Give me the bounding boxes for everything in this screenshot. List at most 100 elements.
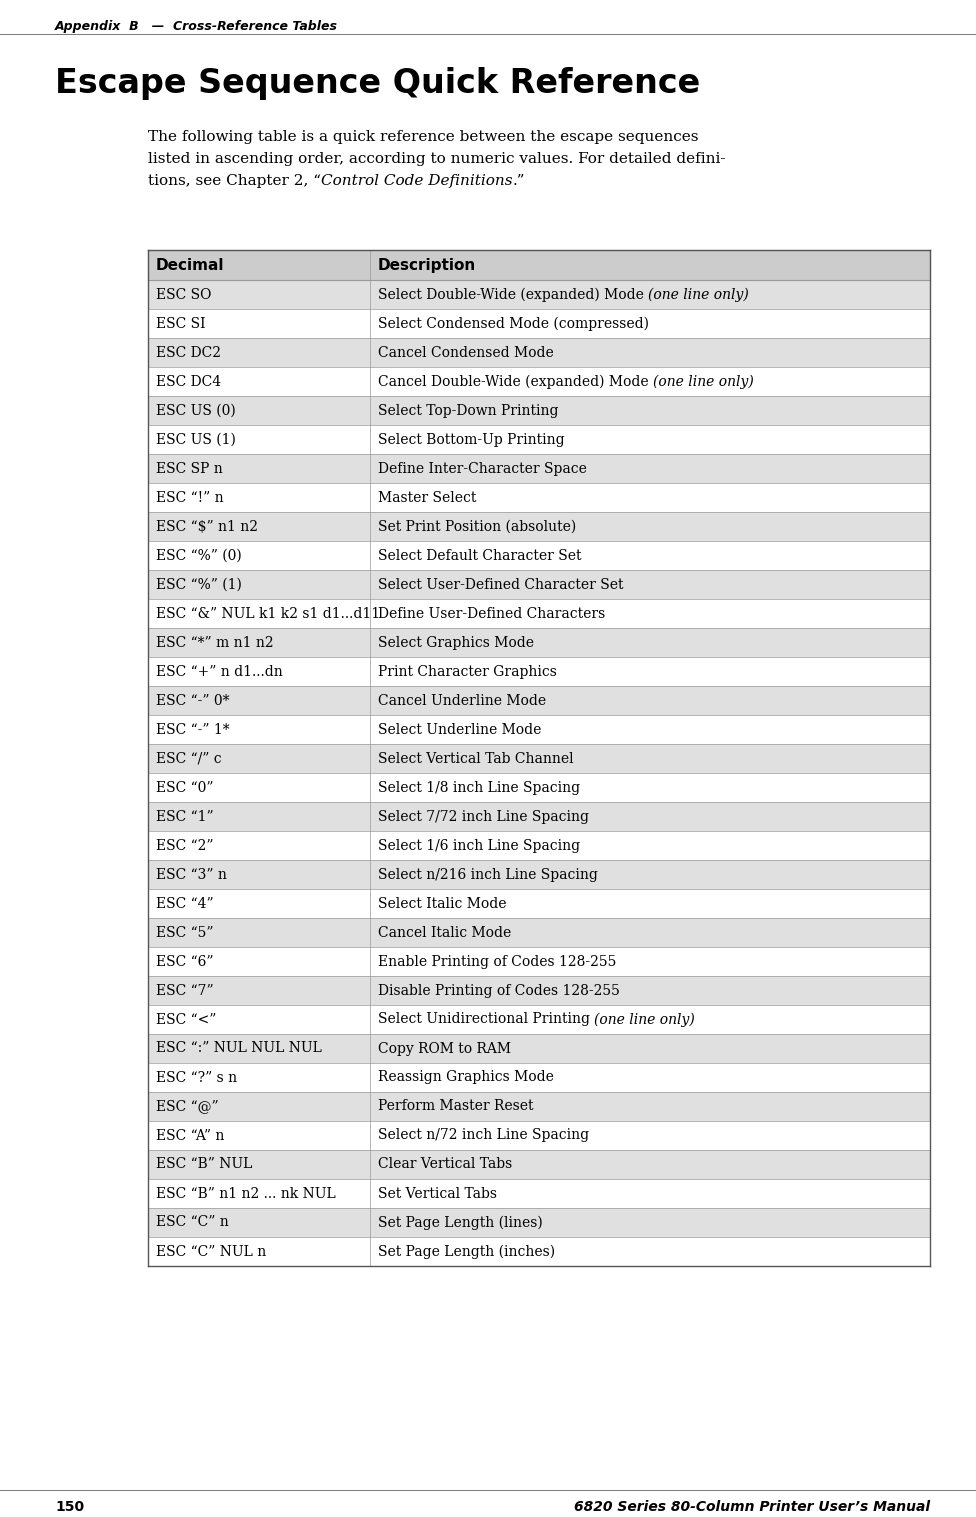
Text: Control Code Definitions: Control Code Definitions (321, 174, 512, 188)
Bar (148, 542, 930, 570)
Bar (148, 250, 930, 281)
Text: Define Inter-Character Space: Define Inter-Character Space (378, 461, 587, 475)
Text: Select User-Defined Character Set: Select User-Defined Character Set (378, 578, 624, 592)
Text: Cancel Condensed Mode: Cancel Condensed Mode (378, 346, 553, 360)
Text: ESC “2”: ESC “2” (156, 839, 214, 853)
Text: Select Italic Mode: Select Italic Mode (378, 897, 507, 910)
Text: ESC “+” n d1...dn: ESC “+” n d1...dn (156, 664, 283, 678)
Text: The following table is a quick reference between the escape sequences: The following table is a quick reference… (148, 130, 699, 144)
Text: ESC “A” n: ESC “A” n (156, 1129, 224, 1142)
Text: ESC “5”: ESC “5” (156, 925, 214, 939)
Bar (148, 975, 930, 1004)
Text: Cancel Double-Wide (expanded) Mode: Cancel Double-Wide (expanded) Mode (378, 375, 653, 388)
Text: ESC US (0): ESC US (0) (156, 404, 236, 417)
Text: Enable Printing of Codes 128-255: Enable Printing of Codes 128-255 (378, 954, 617, 968)
Text: ESC “B” NUL: ESC “B” NUL (156, 1157, 253, 1171)
Text: Clear Vertical Tabs: Clear Vertical Tabs (378, 1157, 512, 1171)
Bar (148, 1208, 930, 1236)
Bar (148, 889, 930, 918)
Text: ESC “6”: ESC “6” (156, 954, 214, 968)
Text: (one line only): (one line only) (648, 287, 749, 302)
Text: Appendix  B   —  Cross-Reference Tables: Appendix B — Cross-Reference Tables (55, 20, 338, 33)
Text: ESC “1”: ESC “1” (156, 810, 214, 824)
Bar (148, 513, 930, 542)
Text: Set Vertical Tabs: Set Vertical Tabs (378, 1186, 497, 1200)
Text: ESC “<”: ESC “<” (156, 1012, 217, 1027)
Text: Select Bottom-Up Printing: Select Bottom-Up Printing (378, 432, 565, 446)
Text: ESC “@”: ESC “@” (156, 1100, 219, 1113)
Text: Set Page Length (lines): Set Page Length (lines) (378, 1215, 543, 1230)
Text: Select 1/6 inch Line Spacing: Select 1/6 inch Line Spacing (378, 839, 580, 853)
Bar (148, 628, 930, 657)
Bar (148, 482, 930, 513)
Text: Select n/216 inch Line Spacing: Select n/216 inch Line Spacing (378, 868, 598, 881)
Bar (148, 1121, 930, 1150)
Bar (148, 831, 930, 860)
Text: ESC “3” n: ESC “3” n (156, 868, 226, 881)
Bar (148, 1035, 930, 1063)
Text: Reassign Graphics Mode: Reassign Graphics Mode (378, 1071, 553, 1085)
Text: ESC “?” s n: ESC “?” s n (156, 1071, 237, 1085)
Bar (148, 1150, 930, 1179)
Text: Escape Sequence Quick Reference: Escape Sequence Quick Reference (55, 67, 700, 100)
Bar (148, 599, 930, 628)
Text: ESC “*” m n1 n2: ESC “*” m n1 n2 (156, 636, 273, 649)
Text: tions, see Chapter 2, “: tions, see Chapter 2, “ (148, 174, 321, 188)
Text: Select Vertical Tab Channel: Select Vertical Tab Channel (378, 751, 574, 766)
Text: ESC “B” n1 n2 ... nk NUL: ESC “B” n1 n2 ... nk NUL (156, 1186, 336, 1200)
Bar (148, 1092, 930, 1121)
Text: Define User-Defined Characters: Define User-Defined Characters (378, 607, 605, 620)
Text: ESC “:” NUL NUL NUL: ESC “:” NUL NUL NUL (156, 1042, 322, 1056)
Text: Master Select: Master Select (378, 490, 476, 505)
Text: ESC “%” (1): ESC “%” (1) (156, 578, 242, 592)
Text: (one line only): (one line only) (594, 1012, 695, 1027)
Text: ESC “/” c: ESC “/” c (156, 751, 222, 766)
Bar (148, 774, 930, 802)
Text: ESC SI: ESC SI (156, 317, 206, 331)
Bar (148, 570, 930, 599)
Bar (148, 1063, 930, 1092)
Bar (148, 918, 930, 947)
Text: 150: 150 (55, 1500, 84, 1514)
Bar (148, 1236, 930, 1267)
Text: ESC SP n: ESC SP n (156, 461, 223, 475)
Text: Decimal: Decimal (156, 258, 224, 273)
Text: Select 7/72 inch Line Spacing: Select 7/72 inch Line Spacing (378, 810, 589, 824)
Text: Perform Master Reset: Perform Master Reset (378, 1100, 534, 1113)
Bar (148, 860, 930, 889)
Text: Select n/72 inch Line Spacing: Select n/72 inch Line Spacing (378, 1129, 590, 1142)
Text: ESC “%” (0): ESC “%” (0) (156, 549, 242, 563)
Bar (148, 657, 930, 686)
Text: Select Unidirectional Printing: Select Unidirectional Printing (378, 1012, 594, 1027)
Text: Select Default Character Set: Select Default Character Set (378, 549, 582, 563)
Text: Select Graphics Mode: Select Graphics Mode (378, 636, 534, 649)
Text: ESC “$” n1 n2: ESC “$” n1 n2 (156, 519, 258, 534)
Text: ESC “0”: ESC “0” (156, 781, 214, 795)
Text: 6820 Series 80-Column Printer User’s Manual: 6820 Series 80-Column Printer User’s Man… (574, 1500, 930, 1514)
Text: Description: Description (378, 258, 476, 273)
Text: ESC “!” n: ESC “!” n (156, 490, 224, 505)
Text: Print Character Graphics: Print Character Graphics (378, 664, 557, 678)
Text: ESC “C” NUL n: ESC “C” NUL n (156, 1244, 266, 1259)
Text: Disable Printing of Codes 128-255: Disable Printing of Codes 128-255 (378, 983, 620, 998)
Bar (148, 802, 930, 831)
Text: ESC DC2: ESC DC2 (156, 346, 221, 360)
Text: ESC US (1): ESC US (1) (156, 432, 236, 446)
Bar (148, 715, 930, 743)
Text: ESC “-” 1*: ESC “-” 1* (156, 722, 229, 736)
Text: ESC “-” 0*: ESC “-” 0* (156, 693, 229, 707)
Text: Cancel Underline Mode: Cancel Underline Mode (378, 693, 547, 707)
Text: ESC “7”: ESC “7” (156, 983, 214, 998)
Bar (148, 743, 930, 774)
Text: Select Double-Wide (expanded) Mode: Select Double-Wide (expanded) Mode (378, 287, 648, 302)
Text: Cancel Italic Mode: Cancel Italic Mode (378, 925, 511, 939)
Bar (148, 947, 930, 975)
Text: Select 1/8 inch Line Spacing: Select 1/8 inch Line Spacing (378, 781, 580, 795)
Text: Select Top-Down Printing: Select Top-Down Printing (378, 404, 558, 417)
Text: Copy ROM to RAM: Copy ROM to RAM (378, 1042, 511, 1056)
Bar (148, 425, 930, 454)
Bar (148, 1004, 930, 1035)
Text: Set Page Length (inches): Set Page Length (inches) (378, 1244, 555, 1259)
Text: ESC “C” n: ESC “C” n (156, 1215, 228, 1229)
Bar (148, 338, 930, 367)
